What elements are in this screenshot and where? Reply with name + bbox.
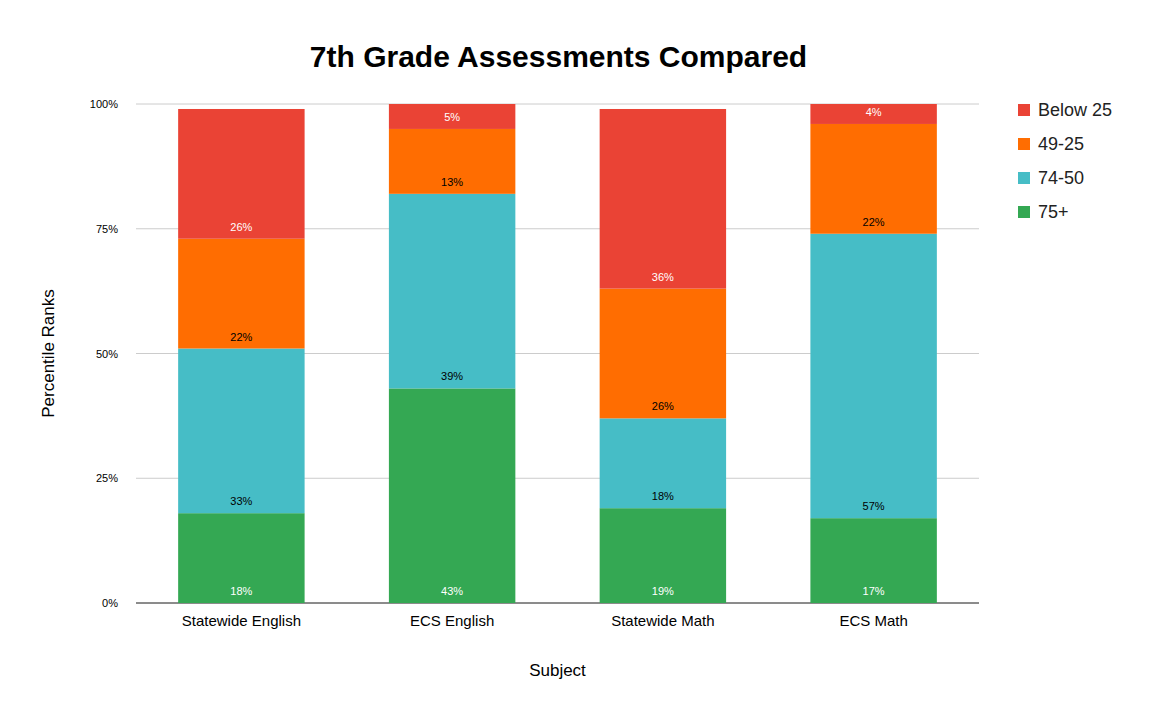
data-label: 22%	[863, 216, 885, 228]
data-label: 39%	[441, 370, 463, 382]
bar-segment	[178, 349, 304, 514]
data-label: 18%	[652, 490, 674, 502]
bar-segment	[600, 508, 726, 603]
bar-segment	[389, 129, 515, 194]
data-label: 5%	[444, 111, 460, 123]
x-tick-label: Statewide English	[182, 612, 301, 629]
bar-segment	[810, 124, 936, 234]
bar-segment	[389, 388, 515, 603]
data-label: 43%	[441, 585, 463, 597]
legend-swatch	[1018, 206, 1030, 218]
bars	[178, 104, 937, 603]
legend-label: 49-25	[1038, 134, 1084, 154]
bar-segment	[600, 109, 726, 289]
data-label: 26%	[652, 400, 674, 412]
x-tick-label: Statewide Math	[611, 612, 714, 629]
y-tick-label: 75%	[96, 223, 118, 235]
legend-label: Below 25	[1038, 100, 1112, 120]
bar-segment	[600, 418, 726, 508]
title: 7th Grade Assessments Compared	[310, 40, 807, 73]
data-label: 17%	[863, 585, 885, 597]
bar-segment	[389, 104, 515, 129]
bar-segment	[600, 289, 726, 419]
legend: Below 25 49-25 74-50 75+	[1018, 100, 1112, 222]
data-labels: 18% 33% 22% 26% 43% 39% 13% 5% 19% 18% 26% 36% 17% 57…	[230, 106, 884, 597]
data-label: 36%	[652, 271, 674, 283]
chart: 7th Grade Assessments Compared 0% 25% 50% 75…	[0, 0, 1155, 716]
legend-swatch	[1018, 104, 1030, 116]
y-tick-label: 25%	[96, 472, 118, 484]
x-tick-label: ECS Math	[839, 612, 907, 629]
data-label: 33%	[230, 495, 252, 507]
data-label: 22%	[230, 331, 252, 343]
bar-segment	[178, 513, 304, 603]
data-label: 4%	[866, 106, 882, 118]
y-tick-label: 100%	[90, 98, 118, 110]
data-label: 26%	[230, 221, 252, 233]
y-tick-label: 0%	[102, 597, 118, 609]
x-axis-label: Subject	[529, 661, 586, 680]
bar-segment	[178, 239, 304, 349]
legend-label: 75+	[1038, 202, 1069, 222]
data-label: 18%	[230, 585, 252, 597]
bar-segment	[810, 104, 936, 124]
data-label: 19%	[652, 585, 674, 597]
data-label: 57%	[863, 500, 885, 512]
y-tick-label: 50%	[96, 348, 118, 360]
bar-segment	[178, 109, 304, 239]
legend-swatch	[1018, 172, 1030, 184]
legend-swatch	[1018, 138, 1030, 150]
x-tick-label: ECS English	[410, 612, 494, 629]
y-axis-label: Percentile Ranks	[39, 289, 58, 418]
bar-segment	[810, 234, 936, 518]
bar-segment	[810, 518, 936, 603]
bar-segment	[389, 194, 515, 389]
data-label: 13%	[441, 176, 463, 188]
legend-label: 74-50	[1038, 168, 1084, 188]
